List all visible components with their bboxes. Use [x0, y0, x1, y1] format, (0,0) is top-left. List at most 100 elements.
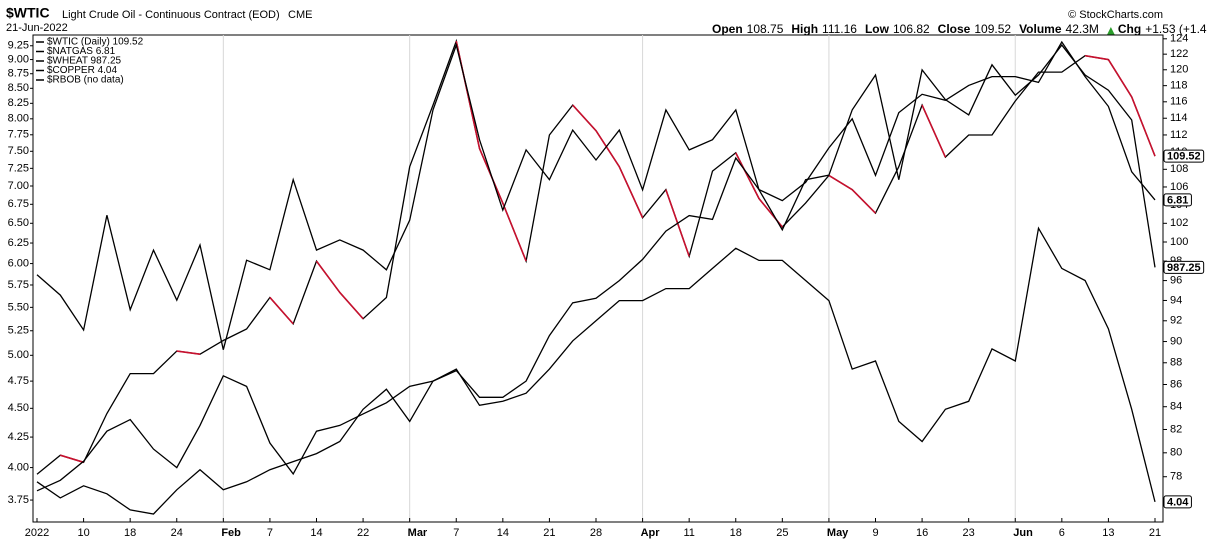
x-tick-label: 25: [776, 527, 788, 539]
end-label: 4.04: [1167, 496, 1189, 508]
end-label-box: [1163, 495, 1192, 509]
x-tick-label: Feb: [221, 527, 241, 539]
down-segment: [502, 202, 527, 262]
lines: [36, 38, 1156, 515]
quote-label: Volume: [1019, 22, 1062, 36]
y-tick-label: 4.00: [8, 461, 29, 473]
quote-value: +1.53 (+1.42%): [1145, 22, 1207, 36]
y2-tick-label: 88: [1170, 357, 1182, 369]
end-label: 109.52: [1167, 151, 1201, 163]
x-tick-label: 11: [683, 527, 694, 539]
quote-label: High: [791, 22, 818, 36]
legend-entry: $COPPER 4.04: [47, 65, 117, 76]
quote-value: 108.75: [747, 22, 784, 36]
legend-entry: $NATGAS 6.81: [47, 46, 116, 57]
y2-tick-label: 90: [1170, 335, 1182, 347]
x-tick-label: 9: [872, 527, 878, 539]
y-tick-label: 6.50: [8, 217, 29, 229]
y2-tick-label: 116: [1170, 96, 1188, 108]
y-tick-label: 3.75: [8, 494, 29, 506]
x-tick-label: 18: [124, 527, 136, 539]
x-tick-label: 2022: [25, 527, 49, 539]
down-segment: [735, 152, 760, 199]
y-tick-label: 7.75: [8, 129, 29, 141]
y-tick-label: 6.75: [8, 198, 29, 210]
quote-value: 42.3M: [1066, 22, 1099, 36]
y2-tick-label: 82: [1170, 423, 1182, 435]
x-tick-label: 24: [171, 527, 183, 539]
down-segment: [618, 166, 644, 219]
y2-tick-label: 120: [1170, 64, 1188, 76]
down-segment: [595, 130, 620, 168]
x-tick-label: 28: [590, 527, 602, 539]
x-tick-label: 6: [1059, 527, 1065, 539]
date: 21-Jun-2022: [6, 22, 68, 34]
x-tick-label: 16: [916, 527, 928, 539]
down-segment: [921, 104, 947, 158]
y2-tick-label: 94: [1170, 294, 1182, 306]
x-tick-label: 7: [267, 527, 273, 539]
y2-tick-label: 124: [1170, 33, 1188, 45]
exchange: CME: [288, 9, 312, 21]
y-tick-label: 7.00: [8, 180, 29, 192]
y2-tick-label: 80: [1170, 447, 1182, 459]
x-tick-label: Apr: [641, 527, 661, 539]
y-tick-label: 4.25: [8, 431, 29, 443]
series-line: [36, 226, 1156, 515]
y2-tick-label: 122: [1170, 48, 1188, 60]
quote-label: Chg: [1118, 22, 1141, 36]
y2-tick-label: 96: [1170, 274, 1182, 286]
source: © StockCharts.com: [1068, 9, 1163, 21]
symbol: $WTIC: [6, 5, 50, 21]
y-tick-label: 8.50: [8, 82, 29, 94]
y2-tick-label: 102: [1170, 217, 1188, 229]
plot-frame: [32, 34, 1164, 523]
x-tick-label: 21: [543, 527, 555, 539]
y-tick-label: 5.75: [8, 279, 29, 291]
down-segment: [315, 260, 341, 293]
legend-entry: $WHEAT 987.25: [47, 56, 122, 67]
y-tick-label: 8.75: [8, 68, 29, 80]
y-tick-label: 8.00: [8, 113, 29, 125]
quote-label: Low: [865, 22, 890, 36]
x-tick-label: 23: [963, 527, 975, 539]
x-tick-label: 13: [1102, 527, 1114, 539]
legend-entry: $RBOB (no data): [47, 75, 124, 86]
y2-tick-label: 114: [1170, 112, 1188, 124]
description: Light Crude Oil - Continuous Contract (E…: [62, 9, 280, 21]
x-tick-label: Mar: [408, 527, 428, 539]
x-tick-label: 10: [77, 527, 89, 539]
x-tick-label: 18: [730, 527, 742, 539]
down-segment: [1107, 59, 1133, 98]
up-arrow: [1106, 27, 1115, 35]
y-tick-label: 7.25: [8, 162, 29, 174]
end-label-box: [1163, 260, 1205, 274]
down-segment: [828, 174, 853, 191]
down-segment: [60, 454, 84, 464]
quote-value: 106.82: [893, 22, 930, 36]
end-label-box: [1163, 193, 1192, 207]
y2-tick-label: 84: [1170, 401, 1182, 413]
y2-tick-label: 92: [1170, 315, 1182, 327]
down-segment: [269, 296, 294, 325]
series-line: [36, 42, 1156, 350]
x-tick-label: Jun: [1013, 527, 1033, 539]
y-tick-label: 5.00: [8, 349, 29, 361]
down-segment: [851, 189, 877, 214]
grid: [222, 35, 1016, 522]
down-segment: [176, 350, 201, 356]
down-segment: [1130, 96, 1156, 157]
y2-tick-label: 108: [1170, 163, 1188, 175]
end-label-box: [1163, 149, 1205, 163]
y-tick-label: 5.25: [8, 325, 29, 337]
y2-tick-label: 106: [1170, 181, 1188, 193]
y-tick-label: 5.50: [8, 301, 29, 313]
y2-tick-label: 118: [1170, 80, 1188, 92]
y2-tick-label: 86: [1170, 378, 1182, 390]
end-label: 987.25: [1167, 262, 1201, 274]
down-segment: [1084, 54, 1109, 61]
x-tick-label: 22: [357, 527, 369, 539]
quote-line: Open 108.75 High 111.16 Low 106.82 Close 109.52…: [712, 22, 1207, 36]
